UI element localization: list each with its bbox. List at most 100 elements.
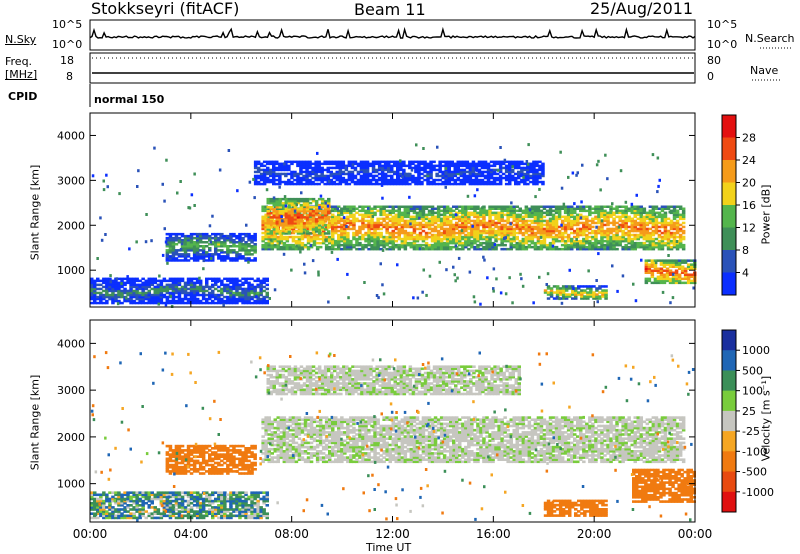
heat-cell xyxy=(421,243,426,247)
heat-cell xyxy=(287,172,291,176)
heat-cell xyxy=(445,227,450,231)
heat-cell xyxy=(264,205,268,208)
heat-cell xyxy=(177,301,182,305)
heat-cell xyxy=(168,236,173,240)
heat-cell xyxy=(506,229,510,233)
heat-cell xyxy=(129,283,133,287)
heat-cell xyxy=(577,291,581,294)
heat-cell xyxy=(433,237,438,241)
heat-cell xyxy=(379,209,383,213)
heat-cell xyxy=(262,170,267,174)
heat-cell xyxy=(171,249,176,252)
heat-cell xyxy=(347,162,352,166)
heat-cell xyxy=(362,180,367,184)
freq-unit: [MHz] xyxy=(5,68,38,81)
heat-cell xyxy=(511,165,514,169)
heat-cell xyxy=(639,217,643,221)
heat-cell xyxy=(421,211,426,215)
heat-cell xyxy=(346,211,350,215)
heat-cell xyxy=(311,162,315,166)
heat-cell xyxy=(606,223,610,227)
heat-cell xyxy=(488,239,492,243)
heat-cell xyxy=(275,172,279,176)
heat-cell xyxy=(368,182,373,186)
heat-cell xyxy=(192,232,197,236)
heat-cell xyxy=(464,223,468,227)
heat-cell xyxy=(275,201,279,205)
heat-cell xyxy=(479,207,483,210)
heat-cell xyxy=(302,162,306,166)
heat-cell xyxy=(144,281,148,285)
heat-cell xyxy=(545,223,550,227)
heat-cell xyxy=(261,237,265,241)
heat-cell xyxy=(548,223,553,227)
heat-cell xyxy=(456,160,460,164)
heat-cell xyxy=(299,210,304,213)
heat-cell xyxy=(477,172,482,176)
heat-cell xyxy=(579,213,583,217)
heat-cell xyxy=(525,160,529,163)
heat-cell xyxy=(521,239,526,243)
heat-cell xyxy=(491,231,495,235)
heat-cell xyxy=(162,301,167,305)
heat-cell xyxy=(541,170,545,174)
heat-cell xyxy=(259,289,263,293)
heat-cell xyxy=(370,247,374,251)
heat-cell xyxy=(269,197,273,201)
heat-cell xyxy=(530,209,535,213)
heat-cell xyxy=(340,209,344,213)
heat-cell xyxy=(126,293,130,297)
heat-cell xyxy=(514,160,518,164)
heat-cell xyxy=(669,227,674,231)
heat-cell xyxy=(262,168,267,172)
heat-cell xyxy=(476,233,480,237)
heat-cell xyxy=(272,228,276,231)
heat-cell xyxy=(498,180,503,184)
heat-cell xyxy=(406,237,411,241)
heat-cell xyxy=(314,226,319,229)
heat-cell xyxy=(299,220,304,223)
heat-cell xyxy=(290,182,294,186)
heat-cell xyxy=(253,293,257,297)
heat-cell xyxy=(217,245,221,248)
heat-cell xyxy=(193,204,196,207)
heat-cell xyxy=(429,166,433,170)
heat-cell xyxy=(609,205,613,208)
heat-cell xyxy=(380,166,385,170)
heat-cell xyxy=(288,225,293,229)
heat-cell xyxy=(323,168,327,172)
heat-cell xyxy=(533,231,538,235)
heat-cell xyxy=(150,293,154,297)
heat-cell xyxy=(338,170,343,174)
heat-cell xyxy=(609,235,613,239)
heat-cell xyxy=(552,291,557,294)
heat-cell xyxy=(264,225,268,229)
heat-cell xyxy=(483,176,488,180)
heat-cell xyxy=(284,218,289,221)
heat-cell xyxy=(315,233,320,237)
heat-cell xyxy=(93,297,97,301)
heat-cell xyxy=(506,211,510,215)
heat-cell xyxy=(680,267,685,270)
heat-cell xyxy=(548,241,553,245)
heat-cell xyxy=(651,241,656,245)
heat-cell xyxy=(180,287,185,291)
heat-cell xyxy=(585,229,589,233)
heat-cell xyxy=(548,245,553,249)
heat-cell xyxy=(309,237,314,241)
heat-cell xyxy=(399,172,403,176)
heat-cell xyxy=(675,247,680,251)
heat-cell xyxy=(300,245,305,249)
heat-cell xyxy=(341,160,346,164)
heat-cell xyxy=(361,247,365,251)
heat-cell xyxy=(250,259,254,262)
heat-cell xyxy=(229,293,233,297)
heat-cell xyxy=(571,285,575,288)
heat-cell xyxy=(453,162,457,166)
heat-cell xyxy=(672,223,677,227)
heat-cell xyxy=(376,205,380,208)
heat-cell xyxy=(576,243,580,247)
heat-cell xyxy=(532,166,536,170)
heat-cell xyxy=(554,221,559,225)
heat-cell xyxy=(576,219,580,223)
